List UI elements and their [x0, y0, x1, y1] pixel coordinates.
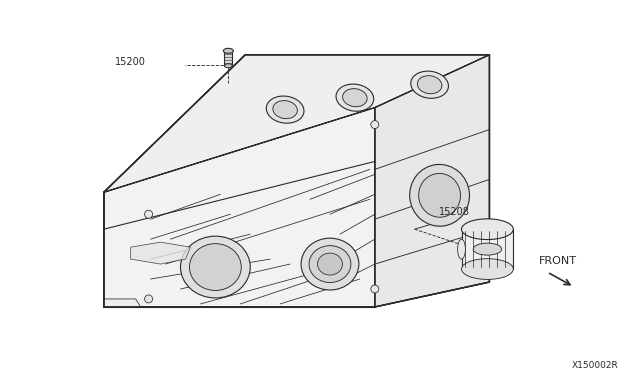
Ellipse shape	[342, 89, 367, 107]
Text: FRONT: FRONT	[540, 256, 577, 266]
Ellipse shape	[317, 253, 342, 275]
Ellipse shape	[336, 84, 374, 111]
Ellipse shape	[223, 48, 234, 53]
Polygon shape	[104, 55, 490, 192]
Ellipse shape	[189, 244, 241, 291]
Ellipse shape	[266, 96, 304, 123]
Polygon shape	[131, 242, 191, 264]
Ellipse shape	[180, 236, 250, 298]
Ellipse shape	[411, 71, 449, 98]
Ellipse shape	[301, 238, 359, 290]
Polygon shape	[461, 229, 513, 269]
Ellipse shape	[410, 164, 470, 226]
Circle shape	[371, 285, 379, 293]
Text: 15208: 15208	[439, 207, 470, 217]
Ellipse shape	[458, 239, 465, 259]
Circle shape	[145, 295, 152, 303]
Polygon shape	[225, 51, 232, 66]
Text: X150002R: X150002R	[572, 361, 619, 370]
Ellipse shape	[473, 243, 502, 255]
Polygon shape	[375, 55, 490, 307]
Text: 15200: 15200	[115, 57, 146, 67]
Ellipse shape	[309, 246, 351, 282]
Ellipse shape	[225, 64, 232, 68]
Circle shape	[145, 210, 152, 218]
Ellipse shape	[461, 219, 513, 240]
Ellipse shape	[417, 76, 442, 94]
Polygon shape	[104, 108, 375, 307]
Ellipse shape	[461, 259, 513, 279]
Polygon shape	[104, 55, 490, 307]
Circle shape	[371, 121, 379, 129]
Polygon shape	[104, 299, 141, 307]
Ellipse shape	[419, 173, 461, 217]
Ellipse shape	[273, 100, 298, 119]
